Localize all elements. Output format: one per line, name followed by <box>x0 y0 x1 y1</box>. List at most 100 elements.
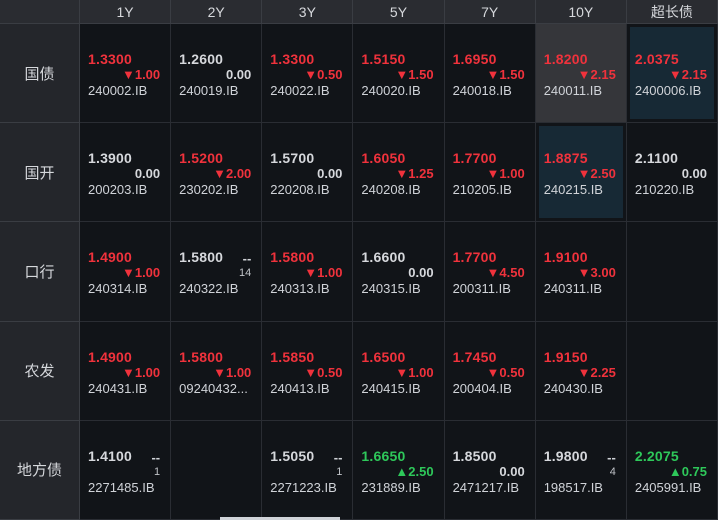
horizontal-scrollbar-thumb[interactable] <box>220 517 340 520</box>
yield-price: 1.5050 <box>270 447 315 464</box>
yield-price: 1.8500 <box>452 447 497 464</box>
yield-price: 2.2075 <box>634 447 679 464</box>
bond-code: 09240432... <box>179 380 248 396</box>
bond-code: 240215.IB <box>543 182 603 198</box>
row-header: 口行 <box>0 222 80 322</box>
quote-cell[interactable]: 1.6050 ▼1.25 240208.IB <box>353 123 445 223</box>
quote-cell[interactable]: 1.4900 ▼1.00 240431.IB <box>80 321 172 421</box>
quote-cell[interactable]: 1.5150 ▼1.50 240020.IB <box>353 24 445 124</box>
quote-cell[interactable]: 1.2600 0.00 240019.IB <box>171 24 263 124</box>
column-header[interactable]: 3Y <box>262 0 354 24</box>
quote-cell[interactable]: 2.1100 0.00 210220.IB <box>626 123 718 223</box>
yield-change: ▼2.50 <box>577 166 616 182</box>
quote-cell[interactable]: 1.4100 -- 1 2271485.IB <box>80 420 172 520</box>
bond-code: 240022.IB <box>270 83 330 99</box>
quote-cell[interactable]: 1.9800 -- 4 198517.IB <box>535 420 627 520</box>
yield-price: 1.6500 <box>361 348 406 365</box>
bond-code: 220208.IB <box>270 182 330 198</box>
column-header[interactable]: 1Y <box>80 0 172 24</box>
quote-cell[interactable]: 1.3300 ▼1.00 240002.IB <box>80 24 172 124</box>
bond-code: 240313.IB <box>270 281 330 297</box>
bond-code: 240415.IB <box>361 380 421 396</box>
yield-price: 1.6600 <box>361 249 406 266</box>
yield-price: 1.3300 <box>270 51 315 68</box>
quote-cell[interactable]: 1.6500 ▼1.00 240415.IB <box>353 321 445 421</box>
column-header[interactable]: 超长债 <box>626 0 718 24</box>
quote-cell[interactable]: 1.9150 ▼2.25 240430.IB <box>535 321 627 421</box>
yield-price: 1.5150 <box>361 51 406 68</box>
highlight-box <box>629 27 714 120</box>
yield-price: 1.3300 <box>88 51 133 68</box>
yield-change: ▼3.00 <box>577 265 616 281</box>
quote-cell[interactable]: 1.8875 ▼2.50 240215.IB <box>535 123 627 223</box>
quote-count: 1 <box>336 465 343 478</box>
yield-price: 1.4900 <box>88 249 133 266</box>
bond-code: 240019.IB <box>179 83 239 99</box>
quote-cell[interactable]: 1.7450 ▼0.50 200404.IB <box>444 321 536 421</box>
bond-code: 2271485.IB <box>88 479 155 495</box>
quote-cell[interactable]: 1.3300 ▼0.50 240022.IB <box>262 24 354 124</box>
empty-cell <box>626 321 718 421</box>
quote-cell[interactable]: 1.5800 ▼1.00 240313.IB <box>262 222 354 322</box>
quote-cell[interactable]: 1.3900 0.00 200203.IB <box>80 123 172 223</box>
no-change-dash: -- <box>151 449 161 465</box>
bond-code: 210205.IB <box>452 182 512 198</box>
row-header: 地方债 <box>0 420 80 520</box>
yield-price: 1.2600 <box>179 51 224 68</box>
no-change-dash: -- <box>607 449 616 465</box>
quote-cell[interactable]: 1.5800 ▼1.00 09240432... <box>171 321 263 421</box>
yield-price: 1.9100 <box>543 249 588 266</box>
yield-change: ▼1.50 <box>395 67 434 83</box>
bond-code: 240431.IB <box>88 380 148 396</box>
column-header[interactable]: 5Y <box>353 0 445 24</box>
bond-code: 2271223.IB <box>270 479 337 495</box>
yield-price: 1.8200 <box>543 51 588 68</box>
quote-cell[interactable]: 1.5050 -- 1 2271223.IB <box>262 420 354 520</box>
quote-cell[interactable]: 1.6600 0.00 240315.IB <box>353 222 445 322</box>
quote-cell[interactable]: 1.5200 ▼2.00 230202.IB <box>171 123 263 223</box>
bond-code: 200404.IB <box>452 380 512 396</box>
row-header: 农发 <box>0 321 80 421</box>
column-header[interactable]: 10Y <box>535 0 627 24</box>
yield-change: ▼2.00 <box>213 166 252 182</box>
yield-change: ▼1.00 <box>304 265 343 281</box>
empty-cell <box>626 222 718 322</box>
quote-cell[interactable]: 1.6650 ▲2.50 231889.IB <box>353 420 445 520</box>
column-header[interactable]: 2Y <box>171 0 263 24</box>
quote-cell[interactable]: 1.8200 ▼2.15 240011.IB <box>535 24 627 124</box>
yield-price: 1.5800 <box>270 249 315 266</box>
quote-cell[interactable]: 1.7700 ▼4.50 200311.IB <box>444 222 536 322</box>
quote-count: 14 <box>239 267 252 280</box>
quote-cell[interactable]: 1.5800 -- 14 240322.IB <box>171 222 263 322</box>
quote-cell[interactable]: 2.0375 ▼2.15 2400006.IB <box>626 24 718 124</box>
bond-code: 230202.IB <box>179 182 239 198</box>
yield-change: ▼4.50 <box>486 265 525 281</box>
yield-price: 1.5200 <box>179 150 224 167</box>
column-header[interactable]: 7Y <box>444 0 536 24</box>
yield-price: 2.0375 <box>634 51 679 68</box>
bond-code: 240413.IB <box>270 380 330 396</box>
yield-change: 0.00 <box>499 463 525 479</box>
quote-cell[interactable]: 1.7700 ▼1.00 210205.IB <box>444 123 536 223</box>
yield-change: ▼2.25 <box>577 364 616 380</box>
yield-price: 1.9800 <box>543 447 588 464</box>
quote-cell[interactable]: 1.5700 0.00 220208.IB <box>262 123 354 223</box>
yield-price: 1.4100 <box>88 447 133 464</box>
bond-code: 240322.IB <box>179 281 239 297</box>
bond-code: 240002.IB <box>88 83 148 99</box>
yield-change: 0.00 <box>317 166 343 182</box>
yield-change: ▲2.50 <box>395 463 434 479</box>
bond-code: 240020.IB <box>361 83 421 99</box>
row-header: 国债 <box>0 24 80 124</box>
quote-cell[interactable]: 1.9100 ▼3.00 240311.IB <box>535 222 627 322</box>
yield-price: 1.5800 <box>179 249 224 266</box>
yield-price: 1.3900 <box>88 150 133 167</box>
quote-cell[interactable]: 1.5850 ▼0.50 240413.IB <box>262 321 354 421</box>
yield-change: ▼1.00 <box>121 364 161 380</box>
quote-cell[interactable]: 1.8500 0.00 2471217.IB <box>444 420 536 520</box>
quote-cell[interactable]: 2.2075 ▲0.75 2405991.IB <box>626 420 718 520</box>
yield-change: ▼1.00 <box>121 265 161 281</box>
quote-cell[interactable]: 1.4900 ▼1.00 240314.IB <box>80 222 172 322</box>
quote-cell[interactable]: 1.6950 ▼1.50 240018.IB <box>444 24 536 124</box>
